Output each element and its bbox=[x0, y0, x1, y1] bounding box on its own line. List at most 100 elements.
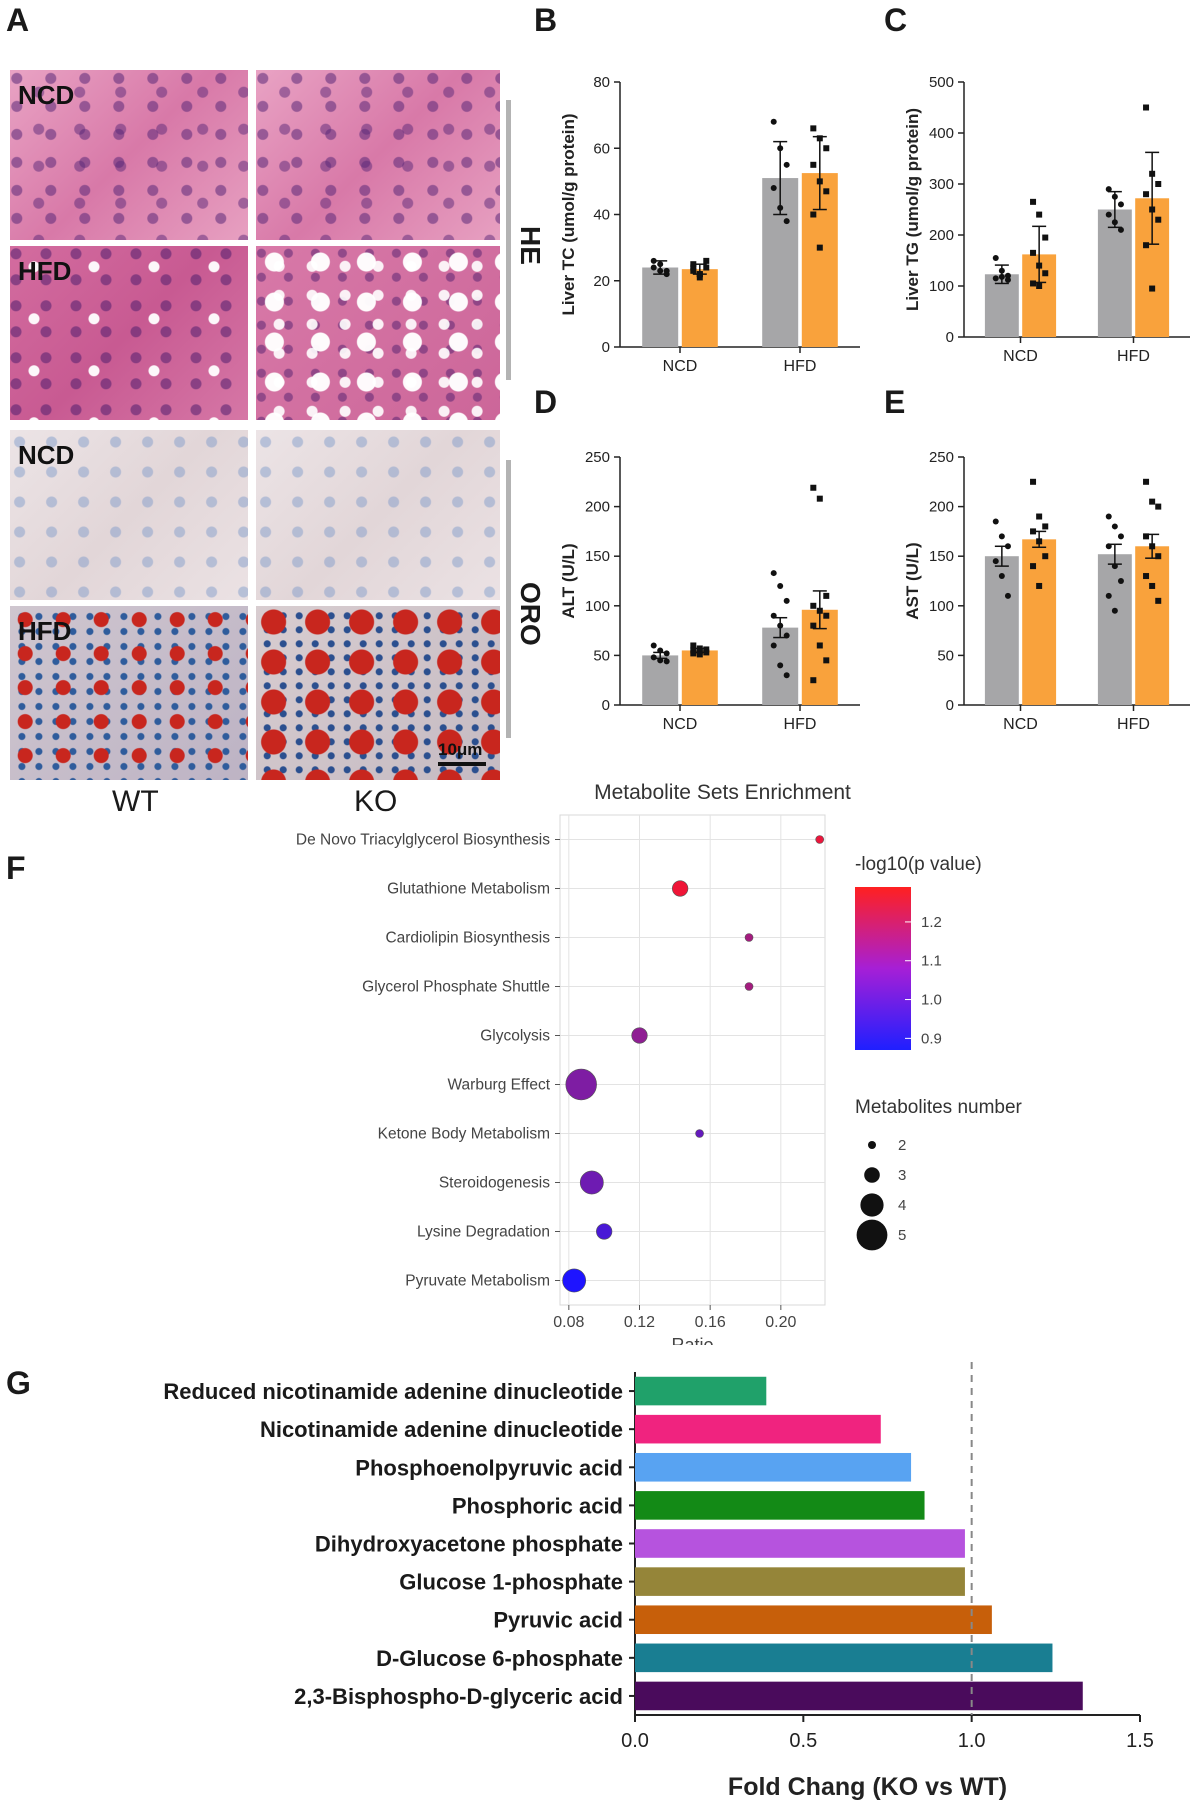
chart-ast: 0 50 100 150 200 250 AST (U/L) NCD HFD bbox=[903, 449, 1190, 733]
bar-wt-hfd bbox=[1097, 554, 1132, 705]
row-label-ncd-oro: NCD bbox=[18, 440, 75, 470]
colorbar-title: -log10(p value) bbox=[855, 854, 982, 875]
metabolite-label: Nicotinamide adenine dinucleotide bbox=[260, 1417, 623, 1442]
data-point bbox=[783, 632, 790, 639]
data-point bbox=[1143, 478, 1150, 485]
y-tick-label: 20 bbox=[593, 273, 610, 290]
size-legend-label: 4 bbox=[898, 1197, 906, 1214]
data-point bbox=[1117, 533, 1124, 540]
oro-bracket bbox=[506, 460, 511, 738]
scale-bar bbox=[438, 762, 486, 766]
data-point bbox=[1111, 607, 1118, 614]
x-tick-label: HFD bbox=[784, 716, 817, 733]
colorbar-tick-label: 1.1 bbox=[921, 953, 942, 970]
y-axis-label: Liver TG (umol/g protein) bbox=[903, 108, 922, 311]
data-point bbox=[1155, 553, 1162, 560]
x-tick-label: 1.0 bbox=[958, 1730, 986, 1752]
panel-label-a: A bbox=[6, 2, 30, 38]
data-point bbox=[1111, 193, 1118, 200]
pathway-label: Ketone Body Metabolism bbox=[378, 1126, 550, 1143]
x-tick-label: HFD bbox=[784, 358, 817, 375]
y-tick-label: 0 bbox=[946, 329, 954, 346]
y-tick-label: 50 bbox=[593, 647, 610, 664]
data-point bbox=[663, 267, 670, 274]
bar-wt-hfd bbox=[1097, 209, 1132, 337]
data-point bbox=[696, 271, 703, 278]
x-tick-label: NCD bbox=[663, 358, 698, 375]
metabolite-label: 2,3-Bisphospho-D-glyceric acid bbox=[294, 1684, 623, 1709]
data-point bbox=[777, 582, 784, 589]
chart-title: Metabolite Sets Enrichment bbox=[594, 781, 851, 804]
data-point bbox=[650, 654, 657, 661]
data-point bbox=[1036, 262, 1043, 269]
data-point bbox=[1030, 563, 1037, 570]
data-point bbox=[777, 204, 784, 211]
x-axis-label: Fold Chang (KO vs WT) bbox=[728, 1773, 1007, 1801]
data-point bbox=[992, 518, 999, 525]
y-tick-label: 60 bbox=[593, 140, 610, 157]
chart-liver-tg: 0 100 200 300 400 500 Liver TG (umol/g protein… bbox=[903, 74, 1190, 365]
data-point bbox=[816, 178, 823, 185]
data-point bbox=[1105, 592, 1112, 599]
data-point bbox=[690, 267, 697, 274]
data-point bbox=[690, 642, 697, 649]
bar-ko-ncd bbox=[1022, 539, 1057, 705]
fold-change-bar bbox=[635, 1681, 1083, 1711]
he-ncd-wt-image: NCD bbox=[10, 70, 248, 240]
data-point bbox=[1030, 280, 1037, 287]
fold-change-bar bbox=[635, 1452, 912, 1482]
row-label-hfd-he: HFD bbox=[18, 256, 72, 286]
x-axis-label: Ratio bbox=[671, 1335, 713, 1345]
bar-ko-ncd bbox=[681, 650, 718, 705]
pathway-label: Cardiolipin Biosynthesis bbox=[385, 930, 550, 947]
data-point bbox=[816, 642, 823, 649]
size-legend-title: Metabolites number bbox=[855, 1097, 1023, 1118]
data-point bbox=[1105, 186, 1112, 193]
he-ncd-ko-image bbox=[256, 70, 500, 240]
fold-change-bar bbox=[635, 1567, 965, 1596]
data-point bbox=[1004, 543, 1011, 550]
data-point bbox=[823, 592, 830, 599]
pathway-label: Pyruvate Metabolism bbox=[405, 1273, 550, 1290]
data-point bbox=[992, 275, 999, 282]
data-point bbox=[1042, 523, 1049, 530]
y-tick-label: 0 bbox=[602, 339, 610, 356]
data-point bbox=[703, 257, 710, 264]
data-point bbox=[1143, 191, 1150, 198]
chart-fold-change: Reduced nicotinamide adenine dinucleotid… bbox=[163, 1362, 1154, 1801]
data-point bbox=[690, 264, 697, 271]
oro-ncd-wt-image: NCD bbox=[10, 430, 248, 600]
data-point bbox=[703, 264, 710, 271]
panel-label-c: C bbox=[884, 2, 908, 38]
data-point bbox=[770, 642, 777, 649]
y-tick-label: 80 bbox=[593, 74, 610, 91]
data-point bbox=[696, 274, 703, 281]
y-tick-label: 40 bbox=[593, 207, 610, 224]
x-tick-label: 0.12 bbox=[624, 1314, 655, 1331]
data-point bbox=[823, 188, 830, 195]
enrichment-point bbox=[744, 982, 754, 991]
y-axis-label: AST (U/L) bbox=[903, 542, 922, 619]
bar-wt-ncd bbox=[642, 655, 679, 705]
panel-label-e: E bbox=[884, 384, 906, 420]
data-point bbox=[1149, 170, 1156, 177]
data-point bbox=[810, 484, 817, 491]
data-point bbox=[657, 267, 664, 274]
enrichment-point bbox=[565, 1068, 597, 1101]
y-tick-label: 300 bbox=[929, 176, 954, 193]
data-point bbox=[777, 622, 784, 629]
x-tick-label: NCD bbox=[1003, 348, 1038, 365]
y-tick-label: 0 bbox=[946, 697, 954, 714]
he-hfd-ko-image bbox=[256, 246, 500, 420]
data-point bbox=[1143, 104, 1150, 111]
data-point bbox=[650, 642, 657, 649]
enrichment-point bbox=[579, 1170, 604, 1195]
panel-label-f: F bbox=[6, 850, 26, 886]
bar-ko-ncd bbox=[681, 269, 718, 347]
y-axis-label: ALT (U/L) bbox=[559, 543, 578, 618]
pathway-label: Glycolysis bbox=[480, 1028, 550, 1045]
data-point bbox=[1155, 503, 1162, 510]
y-tick-label: 100 bbox=[585, 598, 610, 615]
pathway-label: Warburg Effect bbox=[447, 1077, 550, 1094]
data-point bbox=[823, 145, 830, 152]
